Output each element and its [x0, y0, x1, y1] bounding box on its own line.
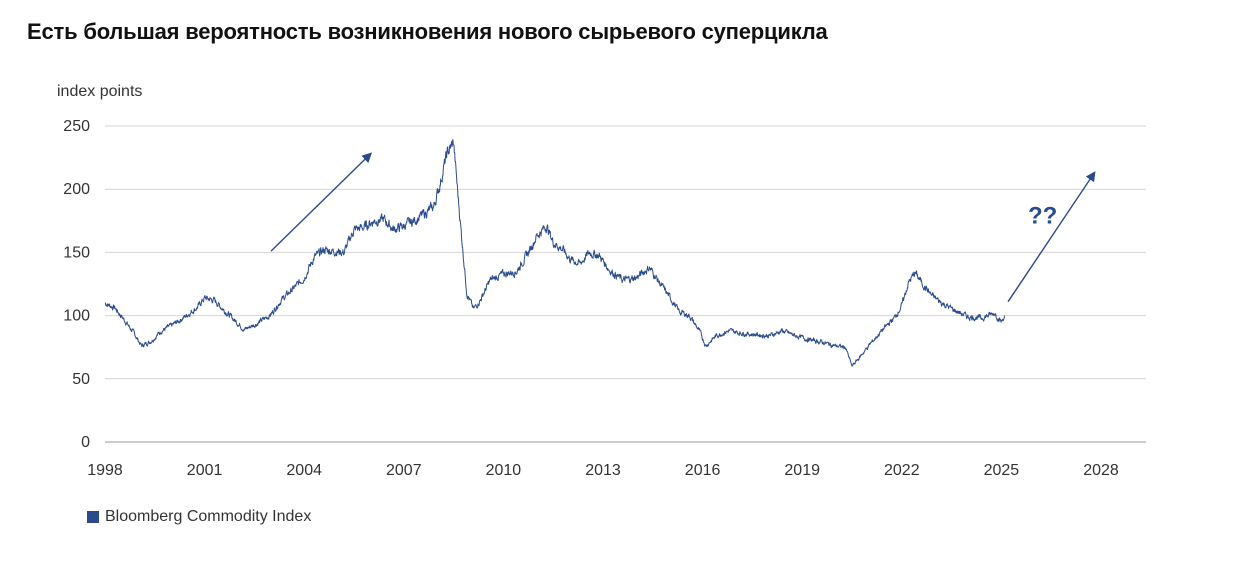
- x-tick-2013: 2013: [585, 462, 621, 479]
- trend-arrow-0: [270, 152, 373, 252]
- gridlines: [105, 125, 1146, 443]
- series-line-0: [104, 139, 1006, 367]
- x-tick-2004: 2004: [286, 462, 322, 479]
- y-tick-150: 150: [63, 244, 90, 261]
- trend-arrow-1: [1007, 171, 1096, 303]
- series-lines: [104, 139, 1006, 367]
- question-annotation: ??: [1028, 202, 1057, 229]
- x-tick-2010: 2010: [486, 462, 522, 479]
- x-tick-2025: 2025: [984, 462, 1020, 479]
- y-axis-label: index points: [57, 83, 142, 100]
- y-tick-250: 250: [63, 118, 90, 135]
- y-tick-0: 0: [81, 434, 90, 451]
- legend-swatch: [87, 511, 99, 523]
- legend-label: Bloomberg Commodity Index: [105, 508, 312, 525]
- x-tick-2022: 2022: [884, 462, 920, 479]
- y-tick-50: 50: [72, 371, 90, 388]
- chart-title: Есть большая вероятность возникновения н…: [27, 19, 828, 44]
- x-tick-2019: 2019: [784, 462, 820, 479]
- legend: Bloomberg Commodity Index: [87, 508, 311, 526]
- x-tick-2028: 2028: [1083, 462, 1119, 479]
- x-tick-2016: 2016: [685, 462, 721, 479]
- x-tick-1998: 1998: [87, 462, 123, 479]
- x-tick-labels: 1998 2001 2004 2007 2010 2013 2016 2019 2022 2025…: [87, 462, 1119, 479]
- x-tick-2001: 2001: [187, 462, 223, 479]
- y-tick-labels: 0 50 100 150 200 250: [63, 118, 90, 451]
- annotations: ??: [270, 152, 1096, 303]
- x-tick-2007: 2007: [386, 462, 422, 479]
- y-tick-200: 200: [63, 181, 90, 198]
- y-tick-100: 100: [63, 308, 90, 325]
